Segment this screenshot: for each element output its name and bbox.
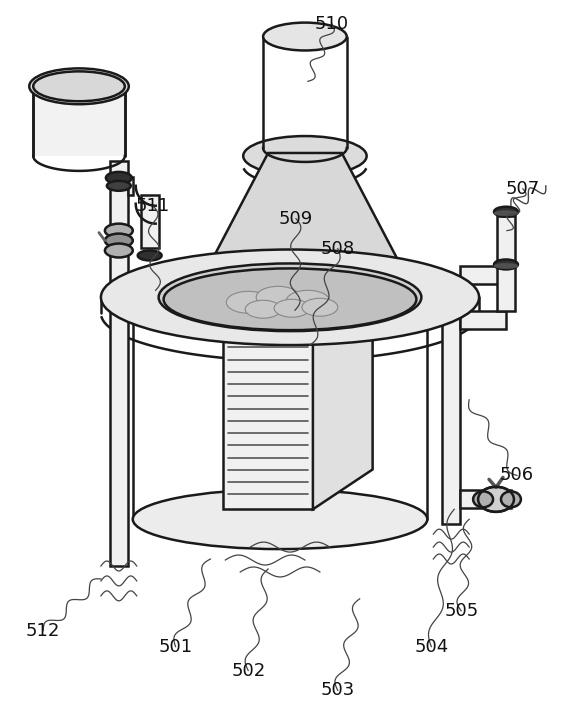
- Ellipse shape: [243, 136, 367, 176]
- Text: 504: 504: [414, 638, 448, 656]
- Ellipse shape: [138, 250, 161, 260]
- Ellipse shape: [501, 491, 521, 507]
- Polygon shape: [110, 161, 128, 566]
- Ellipse shape: [302, 298, 338, 316]
- Polygon shape: [460, 267, 506, 285]
- Text: 508: 508: [321, 240, 355, 257]
- Ellipse shape: [133, 489, 427, 549]
- Ellipse shape: [274, 300, 310, 317]
- Ellipse shape: [164, 268, 416, 330]
- Ellipse shape: [101, 250, 479, 345]
- Text: 512: 512: [26, 621, 61, 640]
- Ellipse shape: [286, 290, 330, 312]
- Ellipse shape: [494, 207, 518, 217]
- Text: 506: 506: [500, 466, 534, 485]
- Ellipse shape: [494, 263, 518, 268]
- Polygon shape: [497, 216, 515, 267]
- Ellipse shape: [105, 234, 133, 247]
- Ellipse shape: [105, 224, 133, 237]
- Ellipse shape: [245, 300, 281, 318]
- Text: 505: 505: [444, 602, 478, 620]
- Polygon shape: [460, 490, 511, 508]
- Text: 507: 507: [506, 179, 540, 198]
- Polygon shape: [223, 325, 313, 509]
- Ellipse shape: [226, 291, 270, 313]
- Ellipse shape: [29, 69, 129, 104]
- Ellipse shape: [494, 260, 518, 270]
- Text: 502: 502: [231, 661, 265, 679]
- Ellipse shape: [478, 487, 514, 512]
- Ellipse shape: [263, 23, 347, 51]
- Ellipse shape: [494, 211, 518, 216]
- Polygon shape: [497, 265, 515, 311]
- Polygon shape: [422, 277, 442, 295]
- Ellipse shape: [256, 286, 300, 308]
- Polygon shape: [313, 295, 373, 509]
- Text: 501: 501: [159, 638, 192, 656]
- Polygon shape: [33, 87, 125, 156]
- Polygon shape: [141, 194, 159, 247]
- Ellipse shape: [473, 491, 493, 507]
- Ellipse shape: [105, 244, 133, 257]
- Ellipse shape: [33, 72, 125, 102]
- Polygon shape: [442, 285, 460, 524]
- Polygon shape: [194, 153, 416, 295]
- Text: 511: 511: [135, 197, 170, 214]
- Polygon shape: [223, 295, 373, 325]
- Text: 509: 509: [279, 209, 313, 227]
- Text: 503: 503: [321, 681, 355, 699]
- Text: 510: 510: [315, 14, 349, 33]
- Polygon shape: [460, 311, 506, 329]
- Ellipse shape: [107, 181, 131, 191]
- Ellipse shape: [159, 263, 422, 331]
- Ellipse shape: [106, 172, 132, 184]
- Polygon shape: [128, 177, 133, 194]
